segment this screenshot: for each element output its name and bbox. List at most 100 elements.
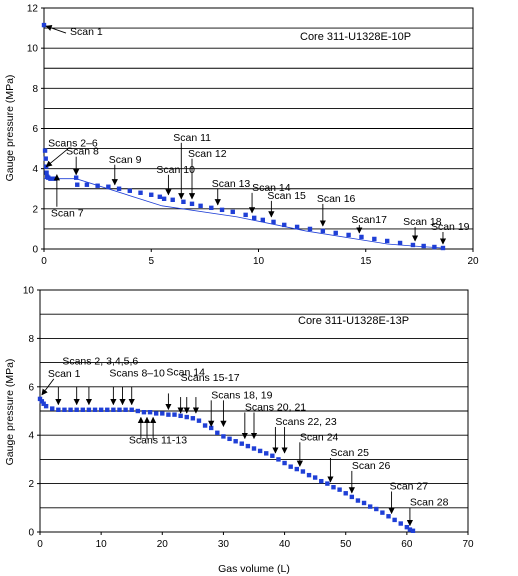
y-tick-label: 0 (32, 245, 38, 256)
data-point (62, 407, 67, 412)
data-point (410, 528, 416, 533)
data-point (331, 485, 336, 490)
data-point (219, 207, 225, 213)
annotation: Scan 25 (327, 447, 369, 483)
data-points (37, 396, 416, 533)
data-point (74, 407, 79, 412)
annotation-arrow (45, 148, 69, 168)
x-tick-label: 20 (467, 256, 479, 267)
y-tick-label: 4 (28, 431, 34, 442)
data-point (380, 510, 385, 515)
annotation-label: Scan 15 (267, 190, 306, 202)
annotation-label: Scans 22, 23 (275, 416, 336, 428)
annotation-label: Scan 24 (300, 431, 339, 443)
x-tick-label: 10 (253, 256, 265, 267)
annotation-label: Scans 15-17 (181, 372, 240, 384)
data-point (68, 407, 73, 412)
data-point (312, 475, 318, 480)
annotation: Scan 19 (431, 221, 470, 245)
data-point (105, 407, 110, 412)
data-point (190, 416, 196, 421)
data-point (404, 524, 410, 530)
annotation-arrow (41, 378, 55, 396)
data-point (106, 184, 111, 189)
annotation: Scan 14 (165, 366, 205, 411)
data-point (160, 411, 165, 416)
data-point (75, 182, 80, 187)
annotation-label: Scan 9 (109, 154, 142, 166)
data-point (397, 240, 403, 246)
data-point (306, 472, 312, 478)
data-point (92, 407, 98, 412)
annotation: Scans 11-13 (129, 416, 187, 446)
data-point (202, 423, 208, 428)
data-point (361, 500, 367, 506)
data-point (37, 396, 43, 402)
annotation: Scan 14 (248, 182, 291, 214)
data-point (307, 226, 313, 232)
annotation: Scan 15 (267, 190, 306, 218)
data-point (178, 413, 183, 419)
x-tick-label: 0 (37, 539, 43, 550)
annotation-label: Scans 2–6 (48, 138, 98, 150)
data-point (288, 464, 293, 469)
data-point (251, 446, 257, 451)
annotation-label: Scans 2, 3,4,5,6 (62, 356, 138, 368)
data-point (276, 457, 281, 462)
x-tick-label: 60 (401, 539, 413, 550)
data-point (320, 228, 326, 234)
annotation-label: Scans 18, 19 (211, 389, 272, 401)
data-point (129, 407, 134, 412)
annotation-label: Scan 16 (317, 193, 356, 205)
annotation: Scans 8–10 (109, 368, 165, 406)
data-point (432, 244, 437, 250)
data-point (135, 408, 141, 414)
data-point (245, 443, 251, 449)
scan-annotations: Scan 1 Scans 2–6 Scan 7 Scan 8 Scan 9 Scan 10… (45, 24, 470, 245)
data-point (147, 410, 153, 415)
data-point (282, 460, 287, 466)
annotation: Scan 24 (296, 431, 339, 467)
data-point (198, 203, 203, 209)
x-axis-label: Gas volume (L) (218, 563, 290, 575)
x-tick-label: 20 (157, 539, 169, 550)
data-point (161, 196, 167, 201)
annotation-label: Scans 8–10 (109, 368, 165, 380)
annotation: Scans 2, 3,4,5,6 (55, 356, 138, 406)
x-tick-label: 5 (148, 256, 154, 267)
data-point (48, 176, 53, 181)
data-point (392, 517, 397, 523)
chart-title: Core 311-U1328E-10P (300, 31, 411, 43)
x-tick-label: 10 (96, 539, 108, 550)
data-point (166, 412, 171, 417)
annotation-label: Scan 1 (48, 368, 81, 380)
data-point (43, 156, 48, 161)
data-point (209, 425, 214, 431)
data-point (41, 401, 46, 406)
plot-frame (39, 289, 469, 533)
data-point (52, 176, 57, 181)
x-tick-label: 30 (218, 539, 230, 550)
data-point (410, 242, 416, 248)
x-tick-label: 0 (41, 256, 47, 267)
annotation-label: Scan 13 (212, 178, 251, 190)
y-tick-label: 0 (28, 528, 34, 539)
annotation: Scan17 (351, 214, 387, 234)
annotation: Scan 7 (51, 174, 84, 220)
data-point (43, 403, 49, 409)
annotation-label: Scan 28 (410, 497, 449, 509)
annotation: Scans 2–6 (45, 138, 98, 168)
x-tick-label: 15 (360, 256, 372, 267)
data-point (170, 197, 175, 202)
data-point (346, 232, 351, 238)
data-point (337, 487, 342, 492)
data-point (252, 215, 257, 221)
data-point (372, 236, 377, 242)
annotation-label: Scan 27 (390, 480, 429, 492)
data-point (239, 441, 244, 446)
data-point (123, 407, 128, 412)
data-point (56, 407, 61, 412)
